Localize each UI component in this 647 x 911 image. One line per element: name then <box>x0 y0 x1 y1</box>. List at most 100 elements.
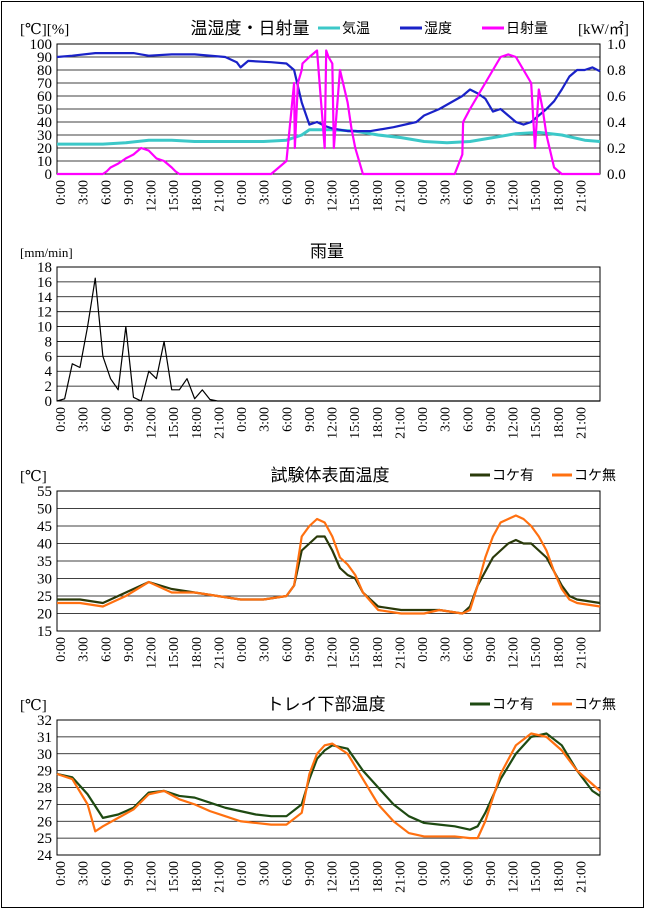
x-tick-label: 0:00 <box>235 180 250 205</box>
y-tick-label: 12 <box>37 305 52 321</box>
x-tick-label: 21:00 <box>393 180 408 212</box>
x-tick-label: 9:00 <box>303 637 318 662</box>
y-tick-label: 35 <box>37 554 52 570</box>
y-tick-label: 40 <box>37 115 52 131</box>
x-tick-label: 18:00 <box>371 407 386 439</box>
x-tick-label: 15:00 <box>348 407 363 439</box>
y-right-tick-label: 1.0 <box>607 37 626 53</box>
x-tick-label: 3:00 <box>77 407 92 432</box>
x-tick-label: 0:00 <box>416 861 431 886</box>
legend-label: 湿度 <box>424 21 452 37</box>
x-tick-label: 18:00 <box>190 861 205 893</box>
x-tick-label: 18:00 <box>552 637 567 669</box>
x-tick-label: 0:00 <box>235 407 250 432</box>
chart-title: 試験体表面温度 <box>271 466 390 485</box>
legend-label: 気温 <box>342 21 370 37</box>
x-tick-label: 21:00 <box>574 407 589 439</box>
x-tick-label: 6:00 <box>99 861 114 886</box>
y-tick-label: 30 <box>37 572 52 588</box>
y-unit-left: [℃] <box>20 469 47 485</box>
y-tick-label: 25 <box>37 831 52 847</box>
y-right-tick-label: 0.8 <box>607 63 626 79</box>
x-tick-label: 21:00 <box>574 861 589 893</box>
x-tick-label: 9:00 <box>122 180 137 205</box>
y-tick-label: 30 <box>37 747 52 763</box>
x-tick-label: 12:00 <box>507 861 522 893</box>
legend-label: コケ無 <box>574 468 616 484</box>
y-tick-label: 70 <box>37 76 52 92</box>
x-tick-label: 3:00 <box>258 407 273 432</box>
y-unit-left: [mm/min] <box>20 245 73 260</box>
y-tick-label: 0 <box>45 394 53 410</box>
y-tick-label: 45 <box>37 519 52 535</box>
x-tick-label: 15:00 <box>529 407 544 439</box>
x-tick-label: 12:00 <box>145 637 160 669</box>
y-right-tick-label: 0.6 <box>607 89 626 105</box>
plot-area <box>56 266 601 402</box>
x-tick-label: 15:00 <box>348 861 363 893</box>
y-tick-label: 90 <box>37 50 52 66</box>
y-tick-label: 24 <box>37 848 53 864</box>
x-tick-label: 9:00 <box>303 407 318 432</box>
y-tick-label: 80 <box>37 63 52 79</box>
y-tick-label: 10 <box>37 320 52 336</box>
series-line-コケ有 <box>57 535 601 615</box>
y-tick-label: 27 <box>37 797 53 813</box>
x-tick-label: 6:00 <box>280 407 295 432</box>
legend-label: 日射量 <box>506 21 548 37</box>
x-tick-label: 0:00 <box>54 861 69 886</box>
x-tick-label: 6:00 <box>461 180 476 205</box>
series-line-コケ無 <box>57 514 601 615</box>
y-tick-label: 55 <box>37 484 52 500</box>
plot-area <box>56 490 601 632</box>
x-tick-label: 12:00 <box>145 180 160 212</box>
x-tick-label: 3:00 <box>439 407 454 432</box>
y-tick-label: 8 <box>45 334 53 350</box>
x-tick-label: 12:00 <box>507 407 522 439</box>
x-tick-label: 3:00 <box>77 637 92 662</box>
y-tick-label: 100 <box>30 37 53 53</box>
y-tick-label: 50 <box>37 502 52 518</box>
x-tick-label: 6:00 <box>99 407 114 432</box>
x-tick-label: 15:00 <box>348 180 363 212</box>
y-tick-label: 16 <box>37 275 53 291</box>
x-tick-label: 18:00 <box>371 180 386 212</box>
x-tick-label: 18:00 <box>552 861 567 893</box>
x-tick-label: 0:00 <box>235 637 250 662</box>
legend-label: コケ無 <box>574 697 616 713</box>
x-tick-label: 0:00 <box>416 637 431 662</box>
y-tick-label: 32 <box>37 713 52 729</box>
series-line-湿度 <box>56 51 601 133</box>
x-tick-label: 3:00 <box>258 180 273 205</box>
x-tick-label: 18:00 <box>371 861 386 893</box>
x-tick-label: 21:00 <box>212 180 227 212</box>
x-tick-label: 21:00 <box>212 637 227 669</box>
x-tick-label: 0:00 <box>54 637 69 662</box>
x-tick-label: 9:00 <box>484 637 499 662</box>
y-tick-label: 4 <box>45 364 53 380</box>
chart-title: 雨量 <box>310 242 344 261</box>
y-tick-label: 0 <box>45 167 53 183</box>
y-tick-label: 31 <box>37 730 52 746</box>
legend-label: コケ有 <box>492 468 534 484</box>
x-tick-label: 18:00 <box>190 637 205 669</box>
x-tick-label: 6:00 <box>461 637 476 662</box>
y-unit-left: [℃][%] <box>20 22 69 38</box>
x-tick-label: 3:00 <box>77 861 92 886</box>
y-right-tick-label: 0.0 <box>607 167 626 183</box>
x-tick-label: 21:00 <box>574 180 589 212</box>
plot-area <box>56 43 601 175</box>
x-tick-label: 18:00 <box>552 407 567 439</box>
y-unit-right: [kW/㎡] <box>578 21 629 38</box>
y-tick-label: 10 <box>37 154 52 170</box>
series-line-日射量 <box>57 49 600 176</box>
y-tick-label: 2 <box>45 379 53 395</box>
x-tick-label: 9:00 <box>122 407 137 432</box>
y-tick-label: 20 <box>37 607 52 623</box>
x-tick-label: 3:00 <box>439 861 454 886</box>
y-tick-label: 30 <box>37 128 52 144</box>
